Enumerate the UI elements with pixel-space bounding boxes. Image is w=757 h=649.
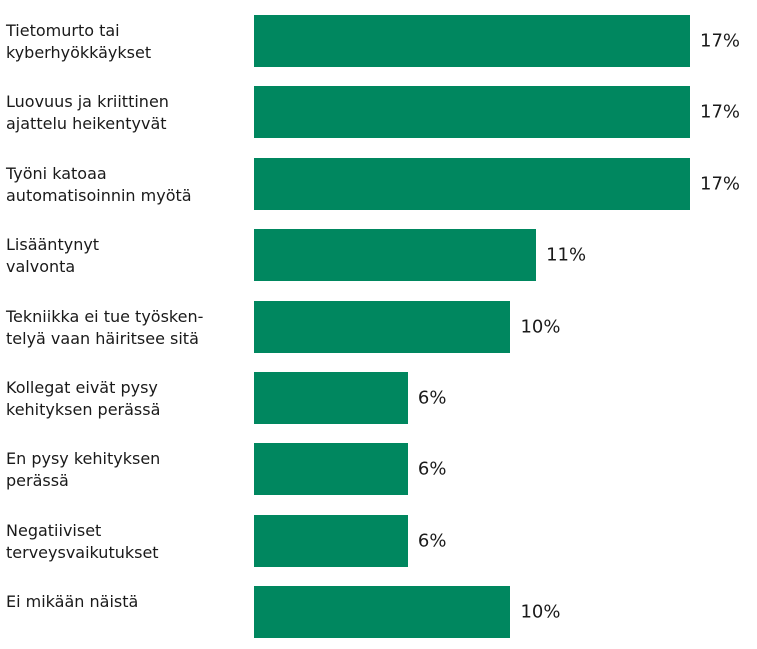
category-label: Tietomurto tai kyberhyökkäykset [6, 21, 152, 62]
bar [254, 15, 690, 67]
bar [254, 157, 690, 210]
bar [254, 586, 511, 639]
bar [254, 514, 408, 567]
value-label: 11% [546, 244, 587, 266]
bar [254, 86, 690, 139]
value-label: 6% [417, 387, 447, 409]
bar [254, 229, 537, 282]
bar [254, 443, 408, 496]
value-label: 17% [700, 173, 741, 195]
value-label: 10% [520, 601, 561, 623]
value-label: 6% [417, 530, 447, 552]
category-label: Negatiiviset terveysvaikutukset [6, 520, 159, 562]
category-label: Ei mikään näistä [6, 592, 139, 612]
category-label: Luovuus ja kriittinen ajattelu heikentyv… [6, 92, 169, 134]
value-label: 6% [417, 458, 447, 480]
category-label: Lisääntynyt valvonta [6, 235, 100, 277]
bar [254, 300, 511, 353]
value-label: 10% [520, 316, 561, 338]
value-label: 17% [700, 101, 741, 123]
category-label: En pysy kehityksen perässä [6, 449, 161, 491]
category-label: Kollegat eivät pysy kehityksen perässä [6, 378, 161, 419]
category-label: Tekniikka ei tue työsken- telyä vaan häi… [6, 306, 204, 348]
value-label: 17% [700, 30, 741, 52]
category-label: Työni katoaa automatisoinnin myötä [6, 163, 192, 205]
bar [254, 372, 408, 424]
